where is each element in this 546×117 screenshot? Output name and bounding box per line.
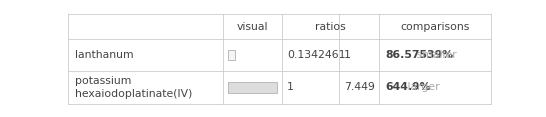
Text: comparisons: comparisons [401,22,470,32]
Bar [228,50,235,60]
Text: 1: 1 [344,50,351,60]
Text: larger: larger [404,82,440,92]
Text: potassium
hexaiodoplatinate(IV): potassium hexaiodoplatinate(IV) [75,76,192,99]
Text: 86.57539%: 86.57539% [385,50,454,60]
Text: 7.449: 7.449 [344,82,375,92]
Text: 0.1342461: 0.1342461 [287,50,346,60]
Text: 1: 1 [287,82,294,92]
Text: ratios: ratios [315,22,346,32]
Text: 644.9%: 644.9% [385,82,431,92]
Text: smaller: smaller [413,50,457,60]
Text: visual: visual [236,22,268,32]
Bar [228,82,277,93]
Text: lanthanum: lanthanum [75,50,133,60]
